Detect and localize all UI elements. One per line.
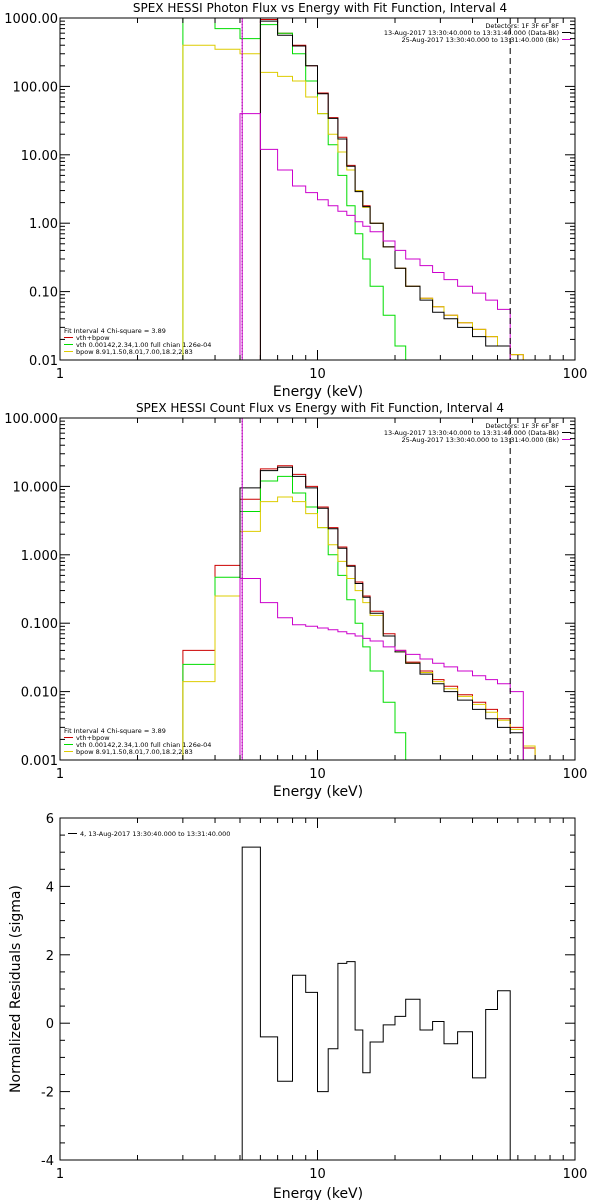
count-flux-ytick-label: 10.000 bbox=[13, 480, 59, 495]
count-flux-series bbox=[182, 465, 551, 760]
photon-flux-legend-entry: bpow 8.91,1.50,8.01,7.00,18.2,2.83 bbox=[64, 348, 193, 356]
photon-flux-series-vth bbox=[182, 18, 407, 360]
count-flux-series-background bbox=[239, 578, 524, 760]
photon-flux-ytick-label: 0.10 bbox=[29, 286, 58, 301]
count-flux-legend-entry: 25-Aug-2017 13:30:40.000 to 13:31:40.000… bbox=[402, 436, 571, 444]
count-flux-plot-frame bbox=[59, 417, 576, 761]
photon-flux-legend-text: 13-Aug-2017 13:30:40.000 to 13:31:40.000… bbox=[384, 29, 559, 37]
residuals-series bbox=[241, 846, 511, 1160]
residuals-legends: 4, 13-Aug-2017 13:30:40.000 to 13:31:40.… bbox=[68, 830, 230, 838]
residuals-ytick-label: -2 bbox=[41, 1086, 54, 1101]
count-flux-ytick-label: 0.100 bbox=[21, 617, 58, 632]
photon-flux-panel: SPEX HESSI Photon Flux vs Energy with Fi… bbox=[4, 1, 587, 400]
count-flux-ytick-label: 0.001 bbox=[21, 754, 58, 769]
photon-flux-ytick-label: 1000.00 bbox=[4, 12, 58, 27]
photon-flux-ticks: 1 10 100 0.01 0.10 1.00 10.00 100.00 1000.00 bbox=[4, 12, 587, 382]
residuals-legend-text: 4, 13-Aug-2017 13:30:40.000 to 13:31:40.… bbox=[80, 830, 230, 838]
count-flux-legend-text: Detectors: 1F 3F 6F 8F bbox=[485, 422, 559, 430]
count-flux-ytick-label: 100.000 bbox=[4, 412, 58, 427]
count-flux-xtick-label: 100 bbox=[563, 767, 588, 782]
residuals-ytick-label: -4 bbox=[41, 1154, 54, 1169]
count-flux-legend-text: bpow 8.91,1.50,8.01,7.00,18.2,2.83 bbox=[76, 748, 193, 756]
residuals-xtick-label: 1 bbox=[56, 1167, 64, 1182]
residuals-panel: 1 10 100 -4 -2 0 2 4 6 4, 13-Aug-2017 13:30:40.0… bbox=[8, 812, 587, 1200]
count-flux-legend-entry: Detectors: 1F 3F 6F 8F bbox=[485, 422, 559, 430]
count-flux-legend-text: Fit Interval 4 Chi-square = 3.89 bbox=[64, 727, 166, 735]
photon-flux-series-background bbox=[239, 113, 511, 360]
photon-flux-xtick-label: 100 bbox=[563, 367, 588, 382]
count-flux-legend-text: vth+bpow bbox=[76, 734, 110, 742]
photon-flux-legend-entry: vth 0.00142,2.34,1.00 full chian 1.26e-0… bbox=[64, 341, 211, 349]
count-flux-title: SPEX HESSI Count Flux vs Energy with Fit… bbox=[136, 401, 504, 415]
count-flux-series-vth bbox=[182, 475, 421, 760]
residuals-ytick-label: 6 bbox=[46, 812, 54, 827]
photon-flux-legend-entry: 13-Aug-2017 13:30:40.000 to 13:31:40.000… bbox=[384, 29, 571, 37]
photon-flux-legend-text: Fit Interval 4 Chi-square = 3.89 bbox=[64, 327, 166, 335]
count-flux-legend-entry: Fit Interval 4 Chi-square = 3.89 bbox=[64, 727, 166, 735]
count-flux-xtick-label: 10 bbox=[309, 767, 326, 782]
count-flux-series-total bbox=[182, 465, 551, 760]
residuals-ytick-label: 0 bbox=[46, 1017, 54, 1032]
count-flux-legend-text: vth 0.00142,2.34,1.00 full chian 1.26e-0… bbox=[76, 741, 211, 749]
residuals-ylabel: Normalized Residuals (sigma) bbox=[8, 885, 24, 1093]
photon-flux-series bbox=[182, 18, 524, 360]
residuals-plot-frame bbox=[59, 817, 576, 1161]
count-flux-series-observed bbox=[239, 466, 524, 760]
photon-flux-legend-entry: vth+bpow bbox=[64, 334, 110, 342]
photon-flux-legend-entry: Fit Interval 4 Chi-square = 3.89 bbox=[64, 327, 166, 335]
photon-flux-legend-text: Detectors: 1F 3F 6F 8F bbox=[485, 22, 559, 30]
photon-flux-series-observed bbox=[259, 20, 524, 360]
photon-flux-xtick-label: 1 bbox=[56, 367, 64, 382]
count-flux-ticks: 1 10 100 0.001 0.010 0.100 1.000 10.000 100.000 bbox=[4, 412, 587, 782]
count-flux-xtick-label: 1 bbox=[56, 767, 64, 782]
residuals-ticks: 1 10 100 -4 -2 0 2 4 6 bbox=[41, 812, 587, 1182]
photon-flux-legend-entry: 25-Aug-2017 13:30:40.000 to 13:31:40.000… bbox=[402, 36, 571, 44]
photon-flux-xlabel: Energy (keV) bbox=[273, 384, 363, 400]
photon-flux-legend-text: 25-Aug-2017 13:30:40.000 to 13:31:40.000… bbox=[402, 36, 559, 44]
count-flux-ytick-label: 1.000 bbox=[21, 549, 58, 564]
photon-flux-legend-text: bpow 8.91,1.50,8.01,7.00,18.2,2.83 bbox=[76, 348, 193, 356]
count-flux-panel: SPEX HESSI Count Flux vs Energy with Fit… bbox=[4, 401, 587, 800]
residuals-ytick-label: 4 bbox=[46, 880, 54, 895]
photon-flux-title: SPEX HESSI Photon Flux vs Energy with Fi… bbox=[133, 1, 507, 15]
count-flux-legend-text: 13-Aug-2017 13:30:40.000 to 13:31:40.000… bbox=[384, 429, 559, 437]
photon-flux-legend-text: vth 0.00142,2.34,1.00 full chian 1.26e-0… bbox=[76, 341, 211, 349]
residuals-ytick-label: 2 bbox=[46, 949, 54, 964]
photon-flux-series-bpow bbox=[182, 44, 524, 360]
count-flux-ytick-label: 0.010 bbox=[21, 686, 58, 701]
count-flux-legend-entry: vth 0.00142,2.34,1.00 full chian 1.26e-0… bbox=[64, 741, 211, 749]
count-flux-vlines bbox=[241, 418, 511, 760]
photon-flux-ytick-label: 1.00 bbox=[29, 217, 58, 232]
photon-flux-legend-text: vth+bpow bbox=[76, 334, 110, 342]
count-flux-legend-text: 25-Aug-2017 13:30:40.000 to 13:31:40.000… bbox=[402, 436, 559, 444]
residuals-legend-entry: 4, 13-Aug-2017 13:30:40.000 to 13:31:40.… bbox=[68, 830, 230, 838]
count-flux-legend-entry: vth+bpow bbox=[64, 734, 110, 742]
count-flux-xlabel: Energy (keV) bbox=[273, 784, 363, 800]
photon-flux-ytick-label: 0.01 bbox=[29, 354, 58, 369]
photon-flux-ytick-label: 10.00 bbox=[21, 149, 58, 164]
photon-flux-xtick-label: 10 bbox=[309, 367, 326, 382]
residuals-xlabel: Energy (keV) bbox=[273, 1186, 363, 1200]
count-flux-legend-entry: 13-Aug-2017 13:30:40.000 to 13:31:40.000… bbox=[384, 429, 571, 437]
photon-flux-series-total bbox=[259, 19, 524, 360]
photon-flux-vlines bbox=[241, 18, 511, 360]
residuals-series-observed bbox=[241, 846, 511, 1160]
residuals-xtick-label: 10 bbox=[309, 1167, 326, 1182]
residuals-xtick-label: 100 bbox=[563, 1167, 588, 1182]
count-flux-legend-entry: bpow 8.91,1.50,8.01,7.00,18.2,2.83 bbox=[64, 748, 193, 756]
count-flux-series-bpow bbox=[182, 496, 551, 760]
photon-flux-legend-entry: Detectors: 1F 3F 6F 8F bbox=[485, 22, 559, 30]
photon-flux-ytick-label: 100.00 bbox=[13, 80, 59, 95]
